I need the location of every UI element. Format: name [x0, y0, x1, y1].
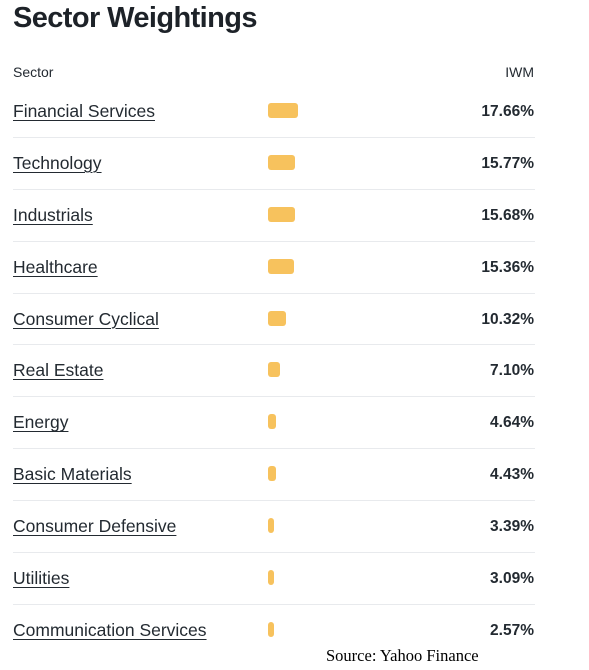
weight-bar-track [268, 206, 338, 223]
weight-bar-track [268, 466, 338, 482]
sector-link[interactable]: Basic Materials [13, 464, 132, 485]
sector-link[interactable]: Utilities [13, 568, 70, 589]
weight-bar [268, 570, 274, 586]
table-row: Consumer Cyclical 10.32% [13, 294, 535, 346]
weight-bar-track [268, 154, 338, 171]
weight-bar-track [268, 362, 338, 378]
sector-link[interactable]: Consumer Cyclical [13, 308, 159, 329]
table-row: Communication Services 2.57% [13, 605, 535, 657]
weight-bar-track [268, 258, 338, 275]
sector-link[interactable]: Technology [13, 152, 102, 173]
weight-percent: 15.77% [481, 154, 534, 172]
table-row: Technology 15.77% [13, 138, 535, 190]
sector-link[interactable]: Communication Services [13, 619, 207, 640]
source-caption: Source: Yahoo Finance [326, 646, 479, 665]
weight-bar [268, 310, 286, 326]
weight-bar-track [268, 621, 338, 638]
weight-percent: 2.57% [490, 621, 534, 639]
weight-bar [268, 258, 295, 274]
table-row: Healthcare 15.36% [13, 242, 535, 294]
weight-percent: 17.66% [481, 103, 534, 120]
weight-percent: 4.64% [490, 414, 534, 432]
sector-link[interactable]: Consumer Defensive [13, 516, 177, 537]
weight-bar-track [268, 103, 338, 119]
weight-bar [268, 362, 281, 378]
weight-bar [268, 414, 276, 430]
sector-link[interactable]: Real Estate [13, 360, 104, 381]
sector-link[interactable]: Healthcare [13, 256, 98, 277]
weight-bar-track [268, 570, 338, 586]
sector-link[interactable]: Financial Services [13, 101, 155, 121]
sector-column-header: Sector [13, 64, 54, 80]
weight-bar [268, 518, 274, 534]
weight-bar-track [268, 414, 338, 430]
weight-percent: 7.10% [490, 362, 534, 380]
weight-percent: 15.68% [481, 206, 534, 224]
sector-link[interactable]: Industrials [13, 204, 93, 225]
weight-bar [268, 621, 274, 637]
table-row: Utilities 3.09% [13, 553, 535, 605]
weight-percent: 4.43% [490, 466, 534, 484]
table-row: Basic Materials 4.43% [13, 449, 535, 502]
weight-bar [268, 154, 295, 170]
table-row: Consumer Defensive 3.39% [13, 501, 535, 554]
weight-bar [268, 466, 276, 482]
weight-percent: 15.36% [481, 258, 534, 276]
fund-column-header: IWM [505, 64, 534, 80]
sector-link[interactable]: Energy [13, 412, 69, 433]
table-header: Sector IWM [13, 64, 535, 84]
table-row: Financial Services 17.66% [13, 86, 535, 138]
table-row: Energy 4.64% [13, 397, 535, 450]
page-title: Sector Weightings [13, 2, 257, 34]
sector-table: Financial Services 17.66% Technology 15.… [13, 86, 535, 657]
weight-percent: 3.09% [490, 570, 534, 588]
weight-bar [268, 103, 298, 118]
table-row: Industrials 15.68% [13, 190, 535, 242]
weight-percent: 10.32% [481, 310, 534, 328]
weight-bar-track [268, 310, 338, 327]
table-row: Real Estate 7.10% [13, 345, 535, 398]
weight-bar [268, 206, 295, 222]
weight-percent: 3.39% [490, 518, 534, 536]
weight-bar-track [268, 518, 338, 534]
